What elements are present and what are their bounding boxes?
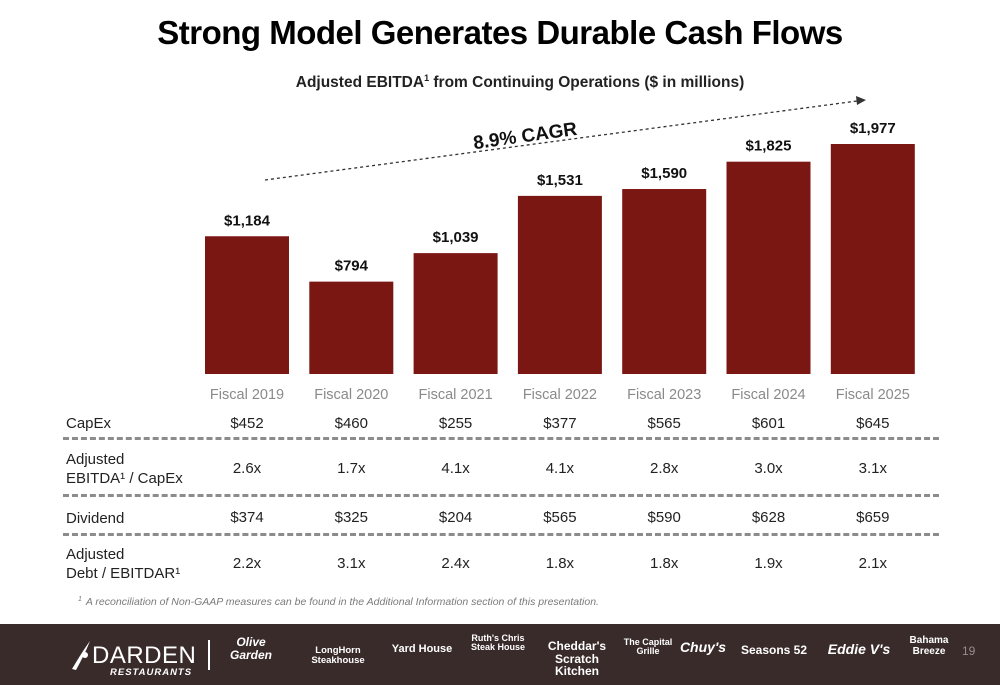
brand-logo: Yard House: [391, 643, 453, 655]
subtitle-text-after: from Continuing Operations ($ in million…: [429, 74, 745, 91]
page-title: Strong Model Generates Durable Cash Flow…: [157, 14, 843, 51]
table-row-label-line: Dividend: [66, 509, 125, 527]
table-cell: $255: [438, 414, 473, 432]
bar-value-label: $1,039: [433, 229, 479, 246]
bar: [830, 144, 915, 374]
table-cell: 3.1x: [858, 460, 887, 477]
brand-logo: Chuy's: [679, 639, 727, 655]
table-row-label-line: EBITDA¹ / CapEx: [66, 470, 183, 487]
table-cell: $628: [751, 509, 786, 526]
x-tick-label: Fiscal 2023: [627, 387, 701, 403]
bar-value-label: $1,977: [850, 120, 896, 137]
table-row-label: CapEx: [66, 414, 111, 433]
table-cell: $601: [751, 414, 786, 432]
brand-logo: The Capital Grille: [623, 637, 673, 657]
table-cell: 3.0x: [754, 460, 783, 477]
bar: [622, 189, 707, 374]
table-cell: 2.4x: [441, 555, 470, 572]
table-cell: $377: [543, 414, 577, 432]
table-cell: 2.2x: [232, 555, 262, 572]
x-tick-label: Fiscal 2020: [314, 387, 388, 403]
brand-footer: DARDEN RESTAURANTS Olive Garden LongHorn …: [0, 624, 1000, 685]
subtitle-text: Adjusted EBITDA: [295, 74, 425, 91]
bar-value-label: $1,590: [641, 165, 687, 182]
table-cell: $565: [543, 509, 577, 526]
table-cell: $452: [230, 414, 264, 432]
footer-separator: [208, 640, 210, 670]
table-row-divider: [63, 437, 939, 440]
table-row-divider: [63, 494, 939, 497]
table-cell: 4.1x: [441, 460, 470, 477]
table-cell: 1.9x: [754, 555, 783, 572]
x-tick-label: Fiscal 2019: [210, 387, 284, 403]
table-row-label-line: Adjusted: [66, 451, 125, 468]
table-cell: 2.8x: [650, 460, 679, 477]
table-row-label-line: CapEx: [66, 415, 112, 432]
x-tick-label: Fiscal 2022: [523, 387, 597, 403]
bar: [413, 253, 498, 374]
cagr-arrowhead: [856, 96, 866, 105]
x-tick-label: Fiscal 2021: [419, 387, 493, 403]
table-cell: $325: [334, 509, 368, 526]
table-cell: $645: [856, 414, 890, 432]
bar-value-label: $1,184: [224, 212, 271, 229]
bar-value-label: $1,531: [537, 172, 583, 189]
page-number: 19: [962, 644, 976, 658]
table-cell: $460: [334, 414, 368, 432]
subtitle-footnote-marker: 1: [424, 72, 430, 83]
brand-logo: Ruth's Chris Steak House: [470, 633, 526, 653]
table-cell: 1.8x: [545, 555, 575, 572]
table-cell: 3.1x: [337, 555, 366, 572]
bar: [517, 195, 602, 374]
brand-logo: Cheddar's Scratch Kitchen: [547, 639, 607, 679]
darden-logo-name: DARDEN: [92, 642, 197, 669]
brand-logo: Bahama Breeze: [909, 635, 949, 657]
bar-chart: 8.9% CAGR $1,184 Fiscal 2019 $794 Fiscal 202…: [205, 96, 915, 403]
table-row-divider: [63, 533, 939, 536]
brand-logo: Olive Garden: [229, 635, 272, 662]
table-cell: $659: [856, 509, 890, 526]
table-cell: $204: [438, 509, 473, 526]
table-row-label: Dividend: [66, 509, 124, 528]
bar: [726, 161, 811, 374]
bar-value-label: $794: [335, 258, 369, 275]
footnote-marker: 1: [78, 595, 82, 603]
table-cell: $374: [230, 509, 264, 526]
table-cell: 1.8x: [650, 555, 679, 572]
darden-logo-sub: RESTAURANTS: [110, 667, 193, 678]
table-cell: 1.7x: [337, 460, 366, 477]
table-cell: $565: [647, 414, 681, 432]
bar: [309, 281, 394, 374]
table-cell: $590: [647, 509, 681, 526]
table-row-label: Adjusted EBITDA¹ / CapEx: [66, 450, 183, 488]
brand-logo: Seasons 52: [740, 643, 808, 657]
cagr-annotation: 8.9% CAGR: [472, 119, 579, 154]
table-cell: 2.6x: [232, 460, 262, 477]
x-tick-label: Fiscal 2024: [731, 387, 805, 403]
table-row-label: Adjusted Debt / EBITDAR¹: [66, 545, 180, 583]
table-row-label-line: Adjusted: [66, 546, 125, 563]
table-cell: 2.1x: [858, 555, 887, 572]
table-cell: 4.1x: [545, 460, 575, 477]
chart-subtitle: Adjusted EBITDA1 from Continuing Operati…: [0, 72, 1000, 92]
brand-logo: Eddie V's: [827, 641, 891, 657]
footnote-text: A reconciliation of Non-GAAP measures ca…: [85, 596, 599, 608]
bar: [205, 236, 289, 374]
darden-leaf-icon: [72, 641, 90, 670]
x-tick-label: Fiscal 2025: [836, 387, 910, 403]
bar-value-label: $1,825: [746, 138, 792, 155]
table-row-label-line: Debt / EBITDAR¹: [66, 565, 181, 582]
brand-logo: LongHorn Steakhouse: [311, 645, 365, 666]
